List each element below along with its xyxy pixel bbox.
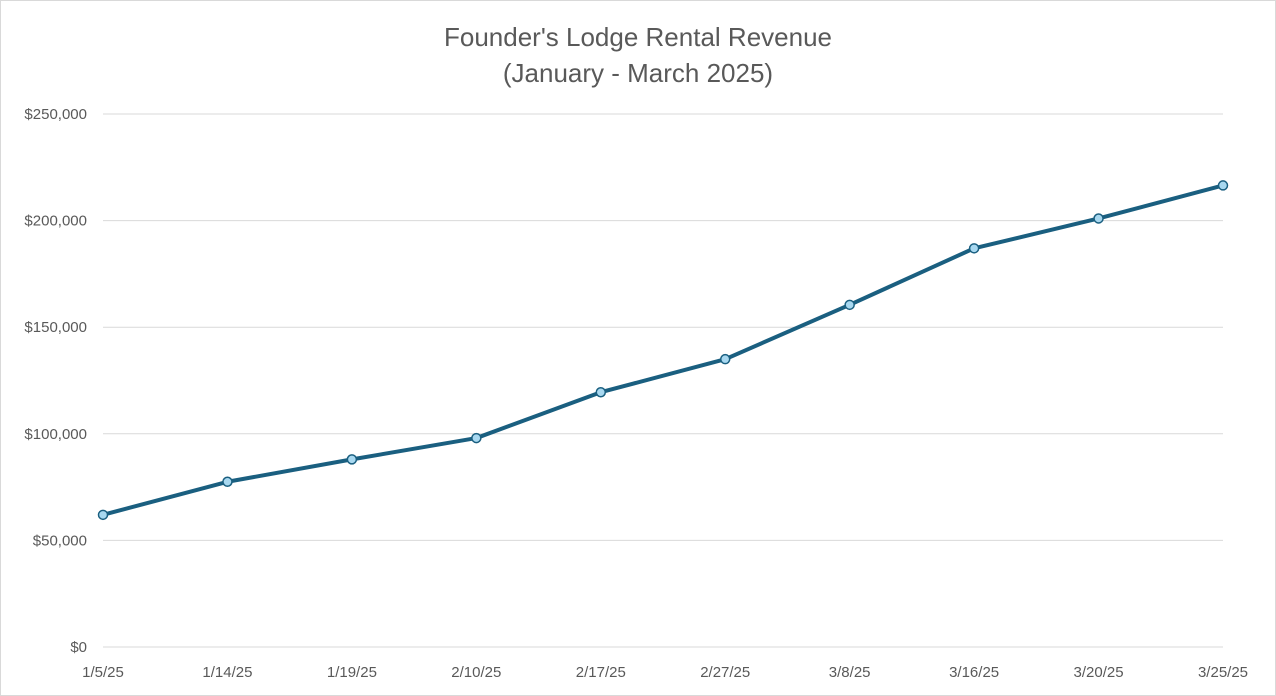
y-tick-label: $0: [70, 639, 87, 656]
x-tick-label: 2/27/25: [700, 664, 750, 681]
series-revenue: [97, 180, 1229, 521]
data-point: [97, 509, 109, 521]
x-tick-label: 3/16/25: [949, 664, 999, 681]
data-point: [968, 243, 980, 254]
y-tick-label: $200,000: [24, 213, 87, 230]
data-point: [595, 386, 607, 398]
x-tick-label: 3/20/25: [1074, 664, 1124, 681]
x-tick-label: 2/10/25: [451, 664, 501, 681]
x-tick-label: 3/25/25: [1198, 664, 1248, 681]
series-line: [101, 183, 1225, 517]
x-tick-label: 1/5/25: [82, 664, 124, 681]
x-tick-label: 1/19/25: [327, 664, 377, 681]
gridlines: [103, 113, 1223, 648]
data-point: [1217, 180, 1229, 191]
data-point: [222, 476, 233, 488]
y-tick-label: $50,000: [33, 532, 87, 549]
x-tick-label: 1/14/25: [202, 664, 252, 681]
x-tick-label: 3/8/25: [829, 664, 871, 681]
data-point: [719, 353, 731, 365]
data-point: [844, 299, 855, 311]
x-axis-tick-labels: 1/5/25 1/14/25 1/19/25 2/10/25 2/17/25 2/27/2…: [82, 664, 1248, 681]
chart-subtitle-text: (January - March 2025): [502, 58, 774, 88]
chart-title: Founder's Lodge Rental Revenue (January …: [1, 19, 1275, 91]
chart-title-text: Founder's Lodge Rental Revenue: [443, 22, 832, 52]
data-point: [1093, 213, 1104, 224]
y-tick-label: $250,000: [24, 106, 87, 123]
x-tick-label: 2/17/25: [576, 664, 626, 681]
data-point: [346, 454, 358, 465]
y-tick-label: $100,000: [24, 426, 87, 443]
y-tick-label: $150,000: [24, 319, 87, 336]
data-point: [471, 432, 482, 444]
y-axis-tick-labels: $0 $50,000 $100,000 $150,000 $200,000 $250,00…: [24, 106, 87, 656]
